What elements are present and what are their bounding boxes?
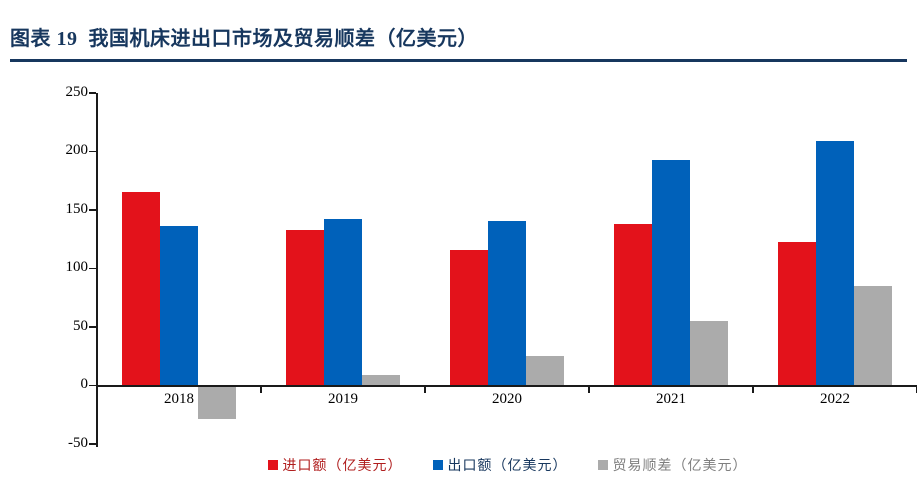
figure-title: 图表 19 我国机床进出口市场及贸易顺差（亿美元）	[10, 28, 478, 50]
y-axis-label: 250	[65, 83, 89, 100]
chart-legend: 进口额（亿美元） 出口额（亿美元） 贸易顺差（亿美元）	[98, 454, 917, 476]
bar-imports-2022	[778, 241, 816, 386]
legend-label: 出口额（亿美元）	[447, 459, 568, 474]
y-axis-label: -50	[68, 434, 88, 451]
legend-label: 进口额（亿美元）	[282, 459, 403, 474]
y-axis-label: 50	[73, 317, 88, 334]
x-axis-tick	[752, 386, 754, 393]
x-axis-label: 2021	[656, 391, 686, 407]
x-axis-label: 2018	[164, 391, 194, 407]
bar-surplus-2020	[526, 356, 564, 386]
y-axis-line	[96, 93, 98, 447]
x-axis-label: 2020	[492, 391, 522, 407]
bar-surplus-2021	[690, 321, 728, 386]
bar-surplus-2018	[198, 385, 236, 420]
x-axis-label: 2019	[328, 391, 358, 407]
y-axis-tick	[89, 150, 96, 153]
bar-exports-2022	[816, 141, 854, 386]
bar-exports-2021	[652, 159, 690, 386]
title-divider	[10, 59, 907, 62]
legend-item-exports: 出口额（亿美元）	[432, 455, 568, 475]
bar-exports-2019	[324, 219, 362, 386]
bar-surplus-2019	[362, 375, 400, 386]
x-axis-tick	[424, 386, 426, 393]
legend-label: 贸易顺差（亿美元）	[612, 459, 748, 474]
bar-exports-2020	[488, 220, 526, 386]
y-axis-label: 100	[65, 259, 89, 275]
legend-item-surplus: 贸易顺差（亿美元）	[597, 455, 748, 475]
y-axis-label: 150	[65, 200, 89, 217]
bar-imports-2018	[122, 192, 160, 386]
y-axis-label: 0	[80, 376, 89, 392]
y-axis-label: 200	[65, 142, 89, 158]
legend-item-imports: 进口额（亿美元）	[267, 455, 403, 475]
bar-imports-2019	[286, 229, 324, 386]
y-axis-tick	[89, 443, 96, 445]
bar-imports-2020	[450, 249, 488, 386]
bar-exports-2018	[160, 226, 198, 386]
bar-surplus-2022	[854, 286, 892, 386]
y-axis-tick	[89, 209, 96, 211]
x-axis-tick	[588, 386, 590, 393]
y-axis-tick	[89, 267, 96, 270]
bar-imports-2021	[614, 224, 652, 386]
x-axis-label: 2022	[820, 391, 850, 407]
x-axis-tick	[260, 386, 262, 393]
legend-swatch-surplus	[597, 460, 608, 470]
y-axis-tick	[89, 326, 96, 328]
legend-swatch-exports	[432, 460, 443, 470]
legend-swatch-imports	[267, 460, 278, 470]
y-axis-tick	[89, 384, 96, 387]
x-axis-line	[96, 384, 917, 387]
y-axis-tick	[89, 92, 96, 94]
